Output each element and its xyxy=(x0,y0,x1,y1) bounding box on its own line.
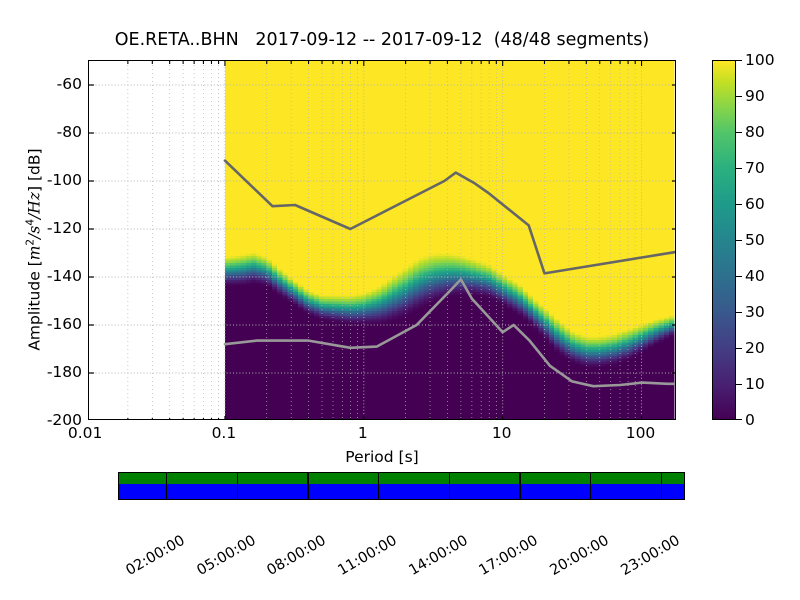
timeline-tick-label: 11:00:00 xyxy=(335,532,400,579)
psd-segments-band xyxy=(119,483,684,499)
colorbar-tick-mark xyxy=(736,384,742,386)
y-tick-label: -200 xyxy=(46,411,82,429)
y-axis-label-slash-2: / xyxy=(25,213,44,219)
colorbar-tick-labels: 0 10 20 30 40 50 60 70 80 90 100 xyxy=(736,51,782,429)
colorbar-tick-mark xyxy=(736,348,742,350)
y-axis-label-slash-1: / xyxy=(25,233,44,239)
y-axis-label-prefix: Amplitude [ xyxy=(25,260,44,351)
y-axis-label: Amplitude [m2/s4/Hz] [dB] xyxy=(24,120,43,380)
timeline-tick-mark xyxy=(236,473,239,499)
x-axis-label: Period [s] xyxy=(345,448,419,466)
data-coverage-timeline[interactable] xyxy=(118,472,685,500)
x-tick-label: 1 xyxy=(357,424,368,442)
x-tick-label: 10 xyxy=(491,424,512,442)
y-tick-label: -180 xyxy=(46,363,82,381)
y-axis-label-suffix: ] [dB] xyxy=(25,148,44,193)
y-tick-label: -80 xyxy=(56,123,82,141)
timeline-tick-mark xyxy=(166,473,168,499)
y-tick-label: -60 xyxy=(56,75,82,93)
y-tick-label: -140 xyxy=(46,267,82,285)
timeline-tick-mark xyxy=(589,473,592,499)
x-tick-label: 0.1 xyxy=(211,424,237,442)
y-tick-label: -160 xyxy=(46,315,82,333)
colorbar-tick-label: 70 xyxy=(745,159,765,177)
page-title: OE.RETA..BHN 2017-09-12 -- 2017-09-12 (4… xyxy=(114,30,650,50)
x-tick-label: 0.01 xyxy=(67,424,103,442)
y-tick-label: -120 xyxy=(46,219,82,237)
timeline-tick-mark xyxy=(448,473,450,499)
timeline-tick-label: 08:00:00 xyxy=(264,532,330,579)
y-axis-tick-labels: -60 -80 -100 -120 -140 -160 -180 -200 xyxy=(30,60,82,429)
y-axis-label-unit-m-exp: 2 xyxy=(24,238,37,246)
colorbar-tick-mark xyxy=(736,240,742,242)
timeline-tick-label: 17:00:00 xyxy=(476,532,541,579)
colorbar-tick-mark xyxy=(736,132,742,134)
colorbar-tick-mark xyxy=(736,204,742,206)
timeline-tick-labels: 02:00:00 05:00:00 08:00:00 11:00:00 14:00:00… xyxy=(0,500,800,579)
psd-histogram-canvas xyxy=(89,61,675,419)
colorbar-tick-mark xyxy=(736,418,742,420)
y-axis-label-unit-m: m xyxy=(25,245,44,261)
colorbar-tick-label: 10 xyxy=(745,375,765,393)
colorbar-tick-mark xyxy=(736,312,742,314)
y-axis-label-unit-hz: Hz xyxy=(25,192,44,214)
colorbar-tick-label: 50 xyxy=(745,231,765,249)
colorbar-tick-label: 90 xyxy=(745,87,765,105)
colorbar-tick-label: 100 xyxy=(745,51,775,69)
colorbar-tick-label: 30 xyxy=(745,303,765,321)
colorbar-tick-label: 60 xyxy=(745,195,765,213)
x-tick-label: 100 xyxy=(625,424,656,442)
colorbar-tick-label: 80 xyxy=(745,123,765,141)
colorbar-tick-mark xyxy=(736,276,742,278)
data-coverage-band xyxy=(119,473,684,484)
y-tick-label: -100 xyxy=(46,171,82,189)
colorbar-tick-mark xyxy=(736,60,742,62)
colorbar-tick-label: 0 xyxy=(745,411,755,429)
timeline-tick-mark xyxy=(519,473,521,499)
colorbar-tick-mark xyxy=(736,168,742,170)
colorbar-tick-label: 40 xyxy=(745,267,765,285)
timeline-tick-label: 05:00:00 xyxy=(194,532,259,579)
y-axis-label-unit-s: s xyxy=(25,225,44,234)
timeline-tick-mark xyxy=(378,473,380,499)
timeline-tick-label: 02:00:00 xyxy=(123,532,188,579)
psd-plot-area[interactable] xyxy=(88,60,676,420)
colorbar-tick-label: 20 xyxy=(745,339,765,357)
y-axis-label-unit-s-exp: 4 xyxy=(24,218,37,226)
timeline-tick-label: 14:00:00 xyxy=(405,532,471,579)
timeline-tick-mark xyxy=(660,473,662,499)
timeline-tick-label: 23:00:00 xyxy=(617,532,683,579)
timeline-tick-mark xyxy=(307,473,309,499)
timeline-tick-label: 20:00:00 xyxy=(547,532,612,579)
colorbar[interactable] xyxy=(712,60,736,420)
colorbar-tick-mark xyxy=(736,96,742,98)
x-axis-tick-labels: 0.01 0.1 1 10 100 xyxy=(68,424,676,448)
